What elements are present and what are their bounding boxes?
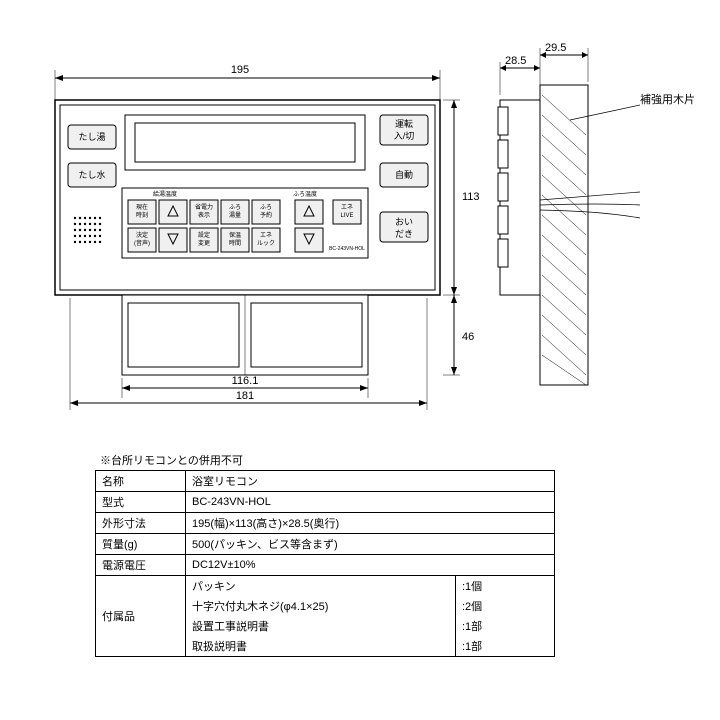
btn-down1[interactable] <box>159 228 187 252</box>
svg-text:ふろ: ふろ <box>229 204 241 211</box>
tbl-model-v: BC-243VN-HOL <box>186 492 555 513</box>
btn-furo-reserve[interactable] <box>252 200 280 224</box>
side-label: 補強用木片 <box>640 93 695 106</box>
btn-up1[interactable] <box>159 200 187 224</box>
svg-text:時刻: 時刻 <box>136 211 148 219</box>
tbl-name-k: 名称 <box>96 471 186 492</box>
svg-text:設定: 設定 <box>198 231 210 239</box>
btn-down2[interactable] <box>295 228 323 252</box>
svg-text:ふろ: ふろ <box>260 204 272 211</box>
btn-ene-live[interactable] <box>333 200 361 224</box>
drawing-svg: 195 たし湯 たし水 運転 入/切 自動 おい だき 給湯温度 ふろ温度 現在… <box>0 0 720 450</box>
tbl-volt-v: DC12V±10% <box>186 555 555 576</box>
model-label: BC-243VN-HOL <box>329 246 365 252</box>
svg-text:自動: 自動 <box>395 169 413 180</box>
dim-width-outer: 195 <box>231 64 249 76</box>
svg-text:決定: 決定 <box>136 231 148 239</box>
dim-width-116: 116.1 <box>232 375 259 387</box>
spec-table: 名称浴室リモコン 型式BC-243VN-HOL 外形寸法195(幅)×113(高… <box>95 470 555 657</box>
dim-height-main: 113 <box>462 191 480 203</box>
svg-text:おい: おい <box>395 217 413 227</box>
svg-text:LIVE: LIVE <box>340 213 353 219</box>
btn-heat-time[interactable] <box>221 228 249 252</box>
svg-text:エネ: エネ <box>341 204 353 211</box>
svg-text:湯量: 湯量 <box>229 211 241 219</box>
dim-depth-28: 28.5 <box>505 55 526 67</box>
tbl-dim-v: 195(幅)×113(高さ)×28.5(奥行) <box>186 513 555 534</box>
svg-text:給湯温度: 給湯温度 <box>153 190 177 198</box>
note-text: ※台所リモコンとの併用不可 <box>100 452 243 468</box>
btn-furo-amount[interactable] <box>221 200 249 224</box>
tbl-dim-k: 外形寸法 <box>96 513 186 534</box>
btn-setting[interactable] <box>190 228 218 252</box>
svg-text:省電力: 省電力 <box>195 203 213 211</box>
svg-text:現在: 現在 <box>136 203 148 211</box>
svg-text:入/切: 入/切 <box>394 131 415 141</box>
tbl-volt-k: 電源電圧 <box>96 555 186 576</box>
svg-text:時間: 時間 <box>229 239 241 247</box>
btn-decide[interactable] <box>128 228 156 252</box>
svg-text:変更: 変更 <box>198 239 210 247</box>
tbl-acc-k: 付属品 <box>96 576 186 657</box>
tbl-mass-v: 500(パッキン、ビス等含まず) <box>186 534 555 555</box>
svg-text:ルック: ルック <box>257 240 275 247</box>
svg-text:(音声): (音声) <box>134 239 150 247</box>
svg-text:予約: 予約 <box>260 211 272 219</box>
btn-time[interactable] <box>128 200 156 224</box>
tbl-mass-k: 質量(g) <box>96 534 186 555</box>
btn-power-save[interactable] <box>190 200 218 224</box>
svg-text:ふろ温度: ふろ温度 <box>293 190 317 198</box>
dim-height-bottom: 46 <box>462 331 474 343</box>
svg-text:たし水: たし水 <box>78 169 105 180</box>
svg-text:保温: 保温 <box>229 231 241 239</box>
btn-up2[interactable] <box>295 200 323 224</box>
tbl-name-v: 浴室リモコン <box>186 471 555 492</box>
svg-text:運転: 運転 <box>395 119 413 129</box>
dim-width-181: 181 <box>236 390 254 402</box>
svg-text:エネ: エネ <box>260 232 272 239</box>
svg-text:表示: 表示 <box>198 211 210 219</box>
side-view <box>498 85 640 385</box>
svg-text:だき: だき <box>395 229 413 239</box>
dim-depth-29: 29.5 <box>545 42 566 54</box>
btn-ene-look[interactable] <box>252 228 280 252</box>
svg-text:たし湯: たし湯 <box>78 132 105 142</box>
tbl-model-k: 型式 <box>96 492 186 513</box>
